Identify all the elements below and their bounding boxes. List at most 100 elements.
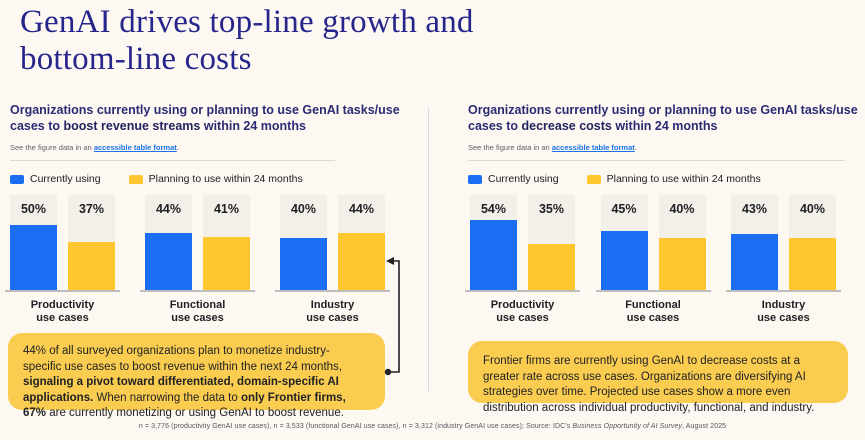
category-line: use cases [171,312,224,324]
arrowhead-icon [386,257,394,265]
bar-group-functional: 44% 41% Functional use cases [140,195,255,325]
footnote-text: n = 3,776 (productivity GenAI use cases)… [138,423,573,430]
bar-column-planned: 41% [203,195,250,290]
bar-planning [68,242,115,290]
category-label: Productivity use cases [10,299,115,325]
header-divider-line [468,160,845,161]
bar-column-current: 54% [470,195,517,290]
bar-value-label: 44% [155,202,182,216]
revenue-legend: Currently using Planning to use within 2… [10,173,416,185]
heading-text: Organizations currently using or plannin… [468,103,858,133]
bar-group-industry: 40% 44% Industry use cases [275,195,390,325]
revenue-bar-chart: 50% 37% Productivity use cases 44% 41% [5,195,390,325]
bar-value-label: 41% [213,202,240,216]
bar-column-planned: 40% [658,195,706,290]
title-line-2: bottom-line costs [20,41,252,77]
arrow-origin-dot-icon [384,368,392,376]
bar-value-label: 35% [538,202,565,216]
heading-text: Organizations currently using or plannin… [10,103,400,133]
bar-currently-using [280,238,327,290]
legend-item-currently-using: Currently using [10,173,101,185]
bar-value-label: 37% [78,202,105,216]
costs-callout: Frontier firms are currently using GenAI… [468,341,848,414]
bar-column-current: 40% [280,195,327,290]
category-line: use cases [757,312,810,324]
bar-column-current: 44% [145,195,192,290]
category-line: Productivity [30,299,95,311]
axis-baseline [465,290,580,292]
footnote-italic-text: Business Opportunity of AI Survey [572,423,683,430]
heading-text: within 24 months [611,119,718,133]
legend-label: Planning to use within 24 months [148,173,303,185]
category-line: Productivity [490,299,555,311]
bar-planning [658,238,706,290]
category-label: Functional use cases [601,299,706,325]
bar-group-functional: 45% 40% Functional use cases [595,195,711,325]
callout-bold-text: only Frontier firms, 67% [23,391,346,420]
category-label: Productivity use cases [470,299,575,325]
header-divider-line [10,160,335,161]
bar-currently-using [10,225,57,290]
category-line: use cases [306,312,359,324]
accessible-table-link[interactable]: accessible table format [551,143,635,152]
panel-divider [428,108,429,391]
bar-planning [789,238,836,290]
bar-value-label: 50% [20,202,47,216]
bar-column-planned: 37% [68,195,115,290]
bar-value-label: 45% [611,202,637,216]
costs-legend: Currently using Planning to use within 2… [468,173,858,185]
revenue-data-note: See the figure data in an accessible tab… [10,143,416,152]
accessible-table-link[interactable]: accessible table format [93,143,177,152]
callout-text: 44% of all surveyed organizations plan t… [23,345,342,373]
bar-value-label: 44% [348,202,375,216]
axis-baseline [595,290,711,292]
bar-currently-using [470,220,517,290]
bar-value-label: 54% [480,202,507,216]
legend-item-planning: Planning to use within 24 months [128,173,303,185]
category-line: use cases [36,312,89,324]
category-line: use cases [626,312,680,324]
note-text: See the figure data in an [468,143,552,152]
heading-bold-text: decrease costs [521,119,612,133]
axis-baseline [5,290,120,292]
heading-text: within 24 months [200,119,306,133]
legend-label: Currently using [488,173,559,185]
source-footnote: n = 3,776 (productivity GenAI use cases)… [0,423,865,430]
callout-text: Frontier firms are currently using GenAI… [483,355,815,414]
revenue-panel-heading: Organizations currently using or plannin… [10,102,416,134]
bar-planning [338,233,385,290]
bar-column-planned: 35% [528,195,575,290]
blue-swatch-icon [468,174,482,184]
legend-label: Currently using [30,173,101,185]
note-text: . [634,143,637,152]
yellow-swatch-icon [128,174,143,184]
bar-group-productivity: 50% 37% Productivity use cases [5,195,120,325]
bar-value-label: 43% [741,202,768,216]
category-line: use cases [496,312,549,324]
costs-panel-heading: Organizations currently using or plannin… [468,102,858,134]
bar-column-current: 50% [10,195,57,290]
legend-label: Planning to use within 24 months [606,173,761,185]
callout-text: are currently monetizing or using GenAI … [46,407,344,419]
axis-baseline [140,290,255,292]
footnote-text: , August 2025 [682,423,727,430]
bar-value-label: 40% [290,202,317,216]
axis-baseline [275,290,390,292]
callout-text: When narrowing the data to [93,391,241,404]
note-text: . [176,143,179,152]
callout-bold-text: signaling a pivot toward differentiated,… [23,376,339,404]
costs-data-note: See the figure data in an accessible tab… [468,143,858,152]
bar-currently-using [145,233,192,290]
bar-column-planned: 44% [338,195,385,290]
bar-currently-using [731,234,778,290]
category-line: Functional [169,299,226,311]
bar-column-current: 45% [600,195,648,290]
costs-bar-chart: 54% 35% Productivity use cases 45% 40% [465,195,841,325]
category-line: Industry [761,299,806,311]
title-line-1: GenAI drives top-line growth and [20,4,474,40]
category-label: Functional use cases [145,299,250,325]
bar-group-productivity: 54% 35% Productivity use cases [465,195,580,325]
category-label: Industry use cases [731,299,836,325]
bar-value-label: 40% [799,202,826,216]
